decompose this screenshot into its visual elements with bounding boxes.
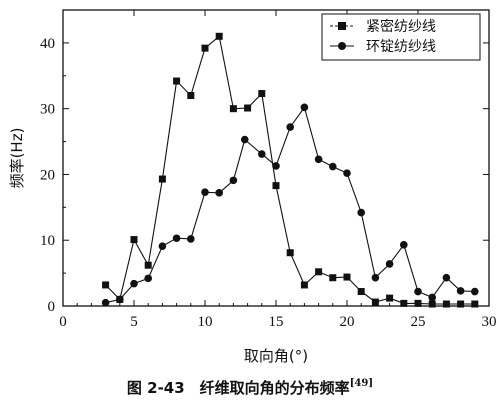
series-2-point [385, 260, 394, 268]
series-line-2 [105, 106, 475, 304]
series-1-point [286, 249, 294, 257]
series-1-point [414, 299, 422, 307]
series-1-point [144, 261, 152, 269]
series-2-point [314, 155, 323, 164]
series-1-point [130, 236, 138, 244]
series-2-point [215, 189, 223, 197]
x-axis-title: 取向角(°) [244, 347, 308, 365]
y-tick-label: 10 [40, 233, 55, 249]
legend-box [321, 13, 481, 61]
series-1-point [343, 273, 351, 281]
series-1-point [158, 175, 166, 183]
y-axis-title: 频率(Hz) [8, 128, 26, 189]
series-1-point [457, 300, 465, 308]
plot-area [101, 32, 479, 308]
y-tick-label: 30 [40, 102, 55, 118]
series-2-point [158, 242, 167, 250]
x-tick-label: 0 [59, 314, 67, 330]
x-tick-label: 25 [411, 314, 426, 330]
series-2-point [201, 188, 209, 197]
series-line-1 [105, 35, 475, 305]
series-2-point [172, 234, 181, 243]
legend-square-marker [338, 22, 346, 30]
caption-label: 图 2-43 纤维取向角的分布频率 [127, 379, 350, 397]
series-2-point [187, 235, 195, 243]
legend-circle-marker [338, 42, 346, 50]
series-2-point [414, 287, 422, 296]
series-1-point [428, 300, 436, 308]
caption-reference: [49] [350, 378, 373, 389]
series-1-point [244, 104, 252, 112]
series-1-point [215, 32, 223, 40]
series-2-point [258, 150, 266, 158]
series-1-point [315, 268, 323, 276]
x-tick-label: 30 [482, 314, 497, 330]
series-2-point [357, 208, 366, 217]
series-2-point [442, 273, 451, 282]
legend-label-series-1: 紧密纺纱线 [366, 18, 436, 35]
series-1-point [258, 90, 266, 98]
series-2-point [300, 103, 309, 112]
series-1-point [229, 105, 237, 113]
series-2-point [343, 169, 351, 177]
series-2-point [456, 287, 465, 295]
series-2-point [329, 162, 337, 171]
x-tick-label: 20 [340, 314, 355, 330]
series-2-point [272, 162, 280, 170]
legend-label-series-2: 环锭纺纱线 [366, 39, 436, 55]
y-tick-label: 20 [40, 167, 55, 183]
series-2-point [428, 293, 437, 302]
series-1-point [300, 281, 308, 289]
figure-caption: 图 2-43 纤维取向角的分布频率[49] [127, 378, 373, 397]
series-2-point [371, 273, 380, 282]
series-2-point [144, 274, 152, 283]
series-2-point [116, 295, 124, 304]
series-1-point [442, 300, 450, 308]
series-2-point [286, 123, 295, 131]
series-1-point [471, 300, 479, 308]
x-tick-label: 5 [130, 314, 138, 330]
legend: 紧密纺纱线 环锭纺纱线 [321, 13, 481, 61]
series-1-point [272, 182, 280, 190]
series-2-point [400, 241, 408, 249]
series-1-point [173, 77, 181, 85]
axis-ticks: 0 5 10 15 20 25 30 0 10 20 30 40 [40, 10, 497, 330]
series-1-point [201, 44, 209, 52]
series-2-point [229, 176, 238, 185]
series-2-point [240, 135, 249, 144]
x-tick-label: 10 [198, 314, 213, 330]
series-2-point [471, 287, 479, 296]
x-tick-label: 15 [269, 314, 284, 330]
series-2-point [101, 298, 110, 307]
series-1-point [102, 281, 110, 289]
y-tick-label: 40 [40, 36, 55, 52]
series-1-point [187, 92, 195, 100]
series-1-point [386, 294, 394, 302]
series-1-point [371, 298, 379, 306]
series-1-point [329, 274, 337, 282]
y-tick-label: 0 [48, 299, 56, 315]
series-2-point [130, 279, 138, 288]
series-1-point [400, 299, 408, 307]
series-1-point [357, 288, 365, 296]
